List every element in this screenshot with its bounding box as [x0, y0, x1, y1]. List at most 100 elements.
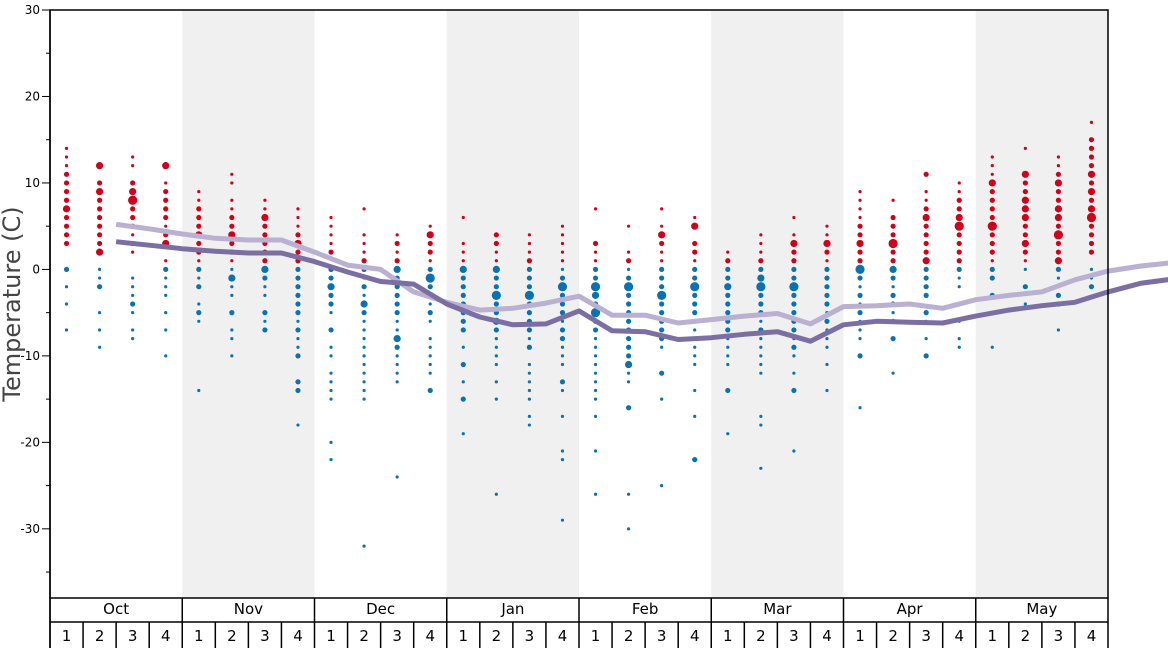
- temperature-point: [560, 518, 565, 522]
- week-label: 1: [326, 627, 336, 645]
- temperature-point: [263, 293, 267, 297]
- temperature-point: [922, 213, 930, 222]
- temperature-point: [296, 215, 300, 220]
- week-label: 3: [525, 627, 535, 645]
- temperature-point: [726, 250, 730, 254]
- temperature-point: [660, 345, 664, 349]
- temperature-point: [858, 406, 862, 410]
- temperature-point: [394, 344, 400, 350]
- temperature-point: [825, 233, 829, 237]
- temperature-point: [1054, 257, 1063, 265]
- temperature-point: [527, 250, 532, 254]
- temperature-point: [923, 266, 929, 273]
- temperature-point: [888, 238, 898, 249]
- month-label-mar: Mar: [763, 600, 792, 618]
- temperature-point: [164, 276, 168, 280]
- temperature-point: [692, 266, 698, 273]
- temperature-point: [560, 388, 565, 393]
- temperature-point: [924, 336, 928, 341]
- temperature-point: [164, 328, 168, 332]
- temperature-point: [461, 215, 465, 220]
- temperature-point: [527, 388, 532, 393]
- temperature-point: [295, 379, 301, 385]
- temperature-point: [228, 274, 236, 282]
- temperature-point: [131, 250, 135, 254]
- temperature-point: [725, 301, 731, 307]
- week-label: 3: [128, 627, 138, 645]
- week-label: 2: [95, 627, 105, 645]
- temperature-point: [130, 206, 136, 212]
- temperature-point: [857, 275, 863, 281]
- temperature-point: [63, 223, 70, 229]
- temperature-point: [922, 257, 930, 265]
- temperature-point: [725, 327, 731, 333]
- temperature-point: [295, 232, 301, 238]
- temperature-point: [1053, 230, 1064, 240]
- temperature-point: [956, 240, 962, 247]
- week-label: 2: [227, 627, 237, 645]
- temperature-point: [394, 301, 400, 307]
- temperature-point: [263, 319, 267, 323]
- temperature-point: [759, 371, 763, 375]
- temperature-point: [63, 197, 70, 203]
- temperature-point: [759, 319, 763, 323]
- temperature-point: [229, 223, 235, 229]
- temperature-point: [196, 310, 202, 316]
- temperature-point: [560, 267, 565, 272]
- temperature-point: [692, 457, 698, 463]
- temperature-point: [1087, 187, 1096, 196]
- temperature-point: [858, 336, 862, 341]
- temperature-point: [197, 276, 201, 280]
- temperature-point: [593, 397, 598, 401]
- temperature-point: [626, 267, 631, 272]
- week-label: 4: [161, 627, 171, 645]
- temperature-point: [957, 276, 961, 280]
- temperature-point: [659, 310, 665, 316]
- temperature-point: [659, 275, 665, 281]
- temperature-point: [857, 258, 863, 264]
- week-label: 2: [359, 627, 369, 645]
- temperature-point: [858, 207, 862, 211]
- temperature-point: [97, 311, 102, 315]
- week-label: 1: [855, 627, 865, 645]
- temperature-point: [394, 258, 400, 264]
- temperature-point: [725, 266, 731, 273]
- temperature-point: [758, 266, 764, 273]
- temperature-point: [197, 302, 201, 306]
- temperature-point: [593, 336, 598, 341]
- week-label: 1: [988, 627, 998, 645]
- temperature-point: [659, 301, 665, 307]
- temperature-point: [593, 354, 598, 358]
- temperature-point: [825, 388, 829, 393]
- temperature-point: [989, 240, 995, 247]
- week-label: 2: [1021, 627, 1031, 645]
- temperature-point: [427, 266, 433, 273]
- temperature-point: [428, 345, 432, 349]
- temperature-point: [394, 292, 400, 298]
- temperature-point: [693, 345, 697, 349]
- temperature-point: [791, 258, 797, 264]
- temperature-point: [726, 432, 730, 436]
- temperature-point: [858, 285, 862, 289]
- temperature-point: [625, 318, 632, 324]
- temperature-point: [295, 249, 301, 255]
- temperature-point: [924, 198, 928, 202]
- temperature-point: [989, 232, 995, 238]
- temperature-point: [792, 371, 796, 375]
- temperature-point: [262, 258, 268, 264]
- temperature-point: [460, 284, 466, 290]
- temperature-point: [625, 344, 632, 350]
- temperature-point: [593, 259, 598, 263]
- week-label: 4: [954, 627, 964, 645]
- temperature-point: [725, 310, 731, 316]
- temperature-point: [658, 231, 666, 239]
- temperature-point: [494, 492, 498, 496]
- temperature-point: [592, 275, 599, 281]
- temperature-point: [526, 344, 533, 350]
- temperature-point: [494, 397, 498, 401]
- temperature-point: [659, 327, 665, 333]
- temperature-point: [526, 266, 533, 273]
- temperature-point: [1088, 145, 1095, 151]
- temperature-point: [1022, 284, 1028, 290]
